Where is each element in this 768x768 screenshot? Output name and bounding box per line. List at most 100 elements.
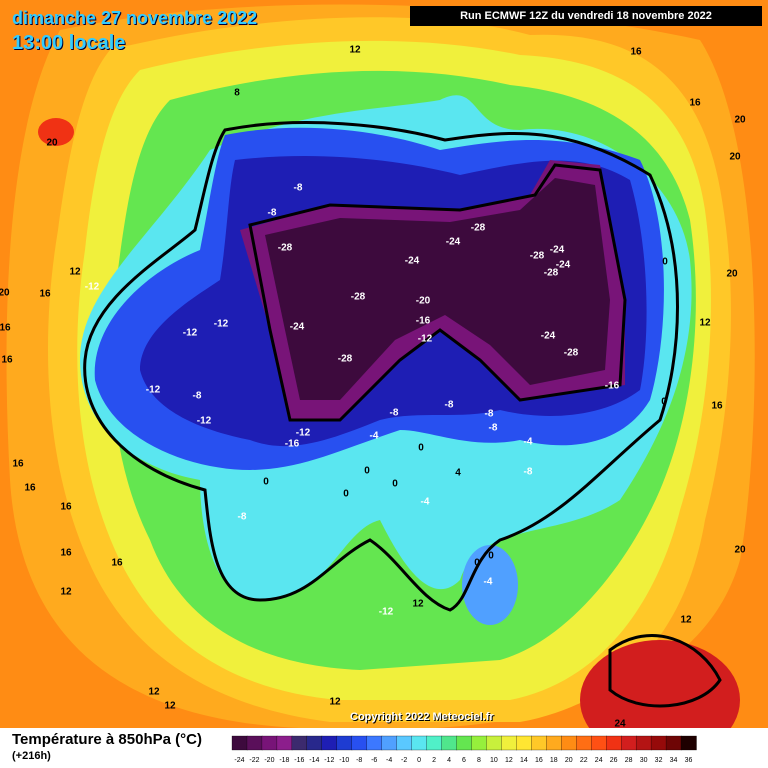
copyright: Copyright 2022 Meteociel.fr	[350, 711, 494, 723]
contour-label: 0	[364, 466, 370, 477]
contour-label: 8	[234, 88, 240, 99]
colorbar-label: -16	[294, 757, 304, 764]
colorbar-label: 8	[477, 757, 481, 764]
contour-label: 20	[726, 269, 738, 280]
contour-label: -28	[530, 251, 545, 262]
contour-label: 16	[111, 558, 123, 569]
colorbar-label: 12	[505, 757, 513, 764]
contour-label: -8	[238, 512, 247, 523]
contour-label: 0	[474, 558, 480, 569]
colorbar-cell	[336, 735, 353, 751]
colorbar-label: 22	[580, 757, 588, 764]
legend-title: Température à 850hPa (°C)	[12, 731, 202, 748]
contour-label: 0	[392, 479, 398, 490]
contour-label: -28	[471, 223, 486, 234]
contour-label: 16	[24, 483, 36, 494]
contour-label: -16	[285, 439, 300, 450]
colorbar-label: -4	[386, 757, 392, 764]
colorbar-cell	[501, 735, 518, 751]
contour-label: 16	[60, 502, 72, 513]
colorbar-label: 10	[490, 757, 498, 764]
contour-label: -8	[485, 409, 494, 420]
colorbar-cell	[321, 735, 338, 751]
contour-line	[248, 163, 627, 422]
colorbar-label: 16	[535, 757, 543, 764]
colorbar: -24 -22 -20 -18 -16 -14 -12 -10 -8 -6 -4 -2 0 2 4 6 8 10 1…	[231, 735, 697, 764]
contour-label: -12	[85, 282, 100, 293]
contour-label: -24	[550, 245, 565, 256]
colorbar-cell	[606, 735, 622, 751]
contour-label: 12	[329, 697, 341, 708]
contour-line	[83, 121, 679, 612]
contour-label: -24	[405, 256, 420, 267]
contour-label: -12	[197, 416, 212, 427]
colorbar-cell	[456, 735, 473, 751]
contours	[83, 121, 722, 708]
contour-label: -28	[351, 292, 366, 303]
contour-label: 0	[418, 443, 424, 454]
contour-label: 16	[39, 289, 51, 300]
colorbar-cell	[486, 735, 503, 751]
contour-label: -8	[193, 391, 202, 402]
colorbar-label: 6	[462, 757, 466, 764]
contour-label: -8	[268, 208, 277, 219]
colorbar-cell	[291, 735, 308, 751]
contour-label: 0	[662, 257, 668, 268]
colorbar-cell	[546, 735, 562, 751]
contour-label: 12	[349, 45, 361, 56]
contour-label: -20	[416, 296, 431, 307]
contour-label: 12	[164, 701, 176, 712]
colorbar-label: -20	[264, 757, 274, 764]
map-date: dimanche 27 novembre 2022	[12, 8, 258, 28]
colorbar-cell	[261, 735, 278, 751]
contour-label: -12	[214, 319, 229, 330]
contour-label: 20	[734, 545, 746, 556]
colorbar-label: 32	[655, 757, 663, 764]
contour-label: -4	[484, 577, 493, 588]
contour-label: 12	[60, 587, 72, 598]
contour-label: -24	[446, 237, 461, 248]
colorbar-cell	[680, 735, 697, 751]
colorbar-cell	[531, 735, 547, 751]
contour-label: -8	[489, 423, 498, 434]
contour-label: -16	[605, 381, 620, 392]
colorbar-cell	[621, 735, 637, 751]
contour-label: 12	[699, 318, 711, 329]
colorbar-cell	[665, 735, 682, 751]
colorbar-label: 18	[550, 757, 558, 764]
contour-label: 0	[263, 477, 269, 488]
colorbar-cell	[576, 735, 592, 751]
contour-label: -8	[524, 467, 533, 478]
contour-label: -28	[564, 348, 579, 359]
contour-label: 16	[689, 98, 701, 109]
colorbar-label: -24	[234, 757, 244, 764]
contour-label: -24	[556, 260, 571, 271]
colorbar-label: 20	[565, 757, 573, 764]
colorbar-label: -2	[401, 757, 407, 764]
contour-label: 20	[729, 152, 741, 163]
colorbar-cell	[591, 735, 607, 751]
colorbar-label: 2	[432, 757, 436, 764]
colorbar-label: -22	[249, 757, 259, 764]
contour-label: 20	[734, 115, 746, 126]
contour-label: 16	[711, 401, 723, 412]
contour-label: 12	[680, 615, 692, 626]
contour-label: -12	[296, 428, 311, 439]
colorbar-label: 30	[640, 757, 648, 764]
contour-label: 4	[455, 468, 461, 479]
zone-hot	[580, 640, 740, 728]
contour-label: 16	[60, 548, 72, 559]
colorbar-cell	[650, 735, 667, 751]
contour-label: -16	[416, 316, 431, 327]
colorbar-label: 24	[595, 757, 603, 764]
colorbar-label: -8	[356, 757, 362, 764]
contour-label: 12	[412, 599, 424, 610]
contour-label: -8	[445, 400, 454, 411]
contour-label: -28	[544, 268, 559, 279]
contour-label: -8	[390, 408, 399, 419]
contour-label: -4	[524, 437, 533, 448]
contour-label: -8	[294, 183, 303, 194]
contour-label: -28	[278, 243, 293, 254]
contour-label: 0	[661, 397, 667, 408]
